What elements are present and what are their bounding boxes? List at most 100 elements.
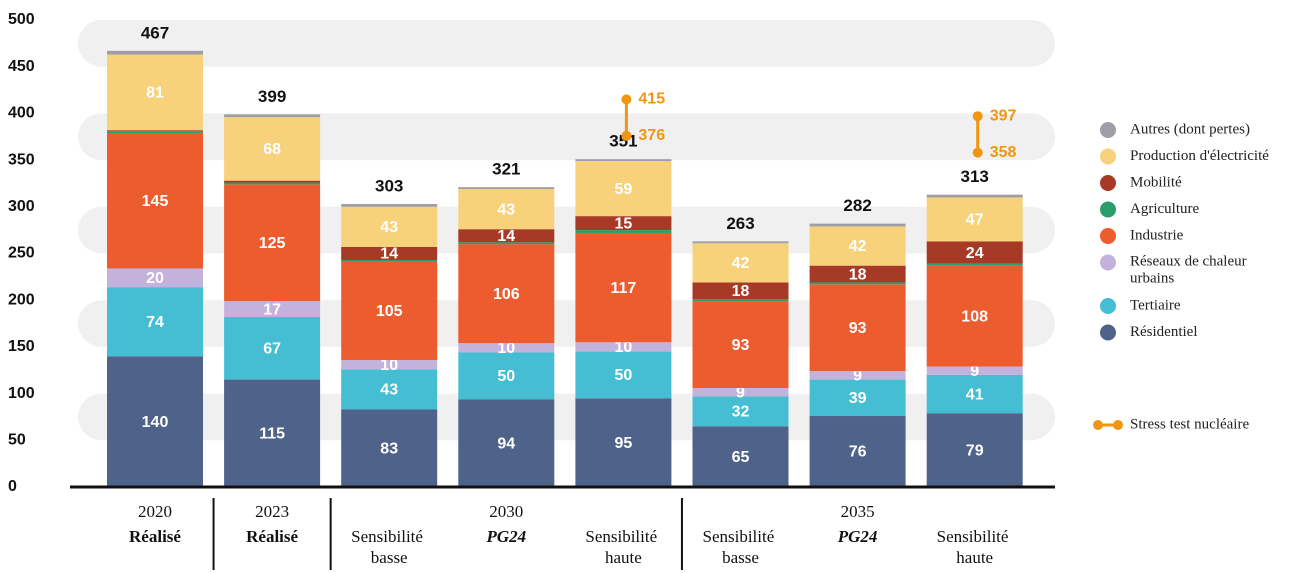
bar-segment xyxy=(224,379,321,487)
segment-label: 42 xyxy=(732,255,750,272)
bar-segment xyxy=(224,117,321,181)
segment-label: 94 xyxy=(497,435,515,452)
segment-label: 24 xyxy=(966,245,984,262)
bar-segment xyxy=(926,265,1023,367)
x-tick-label: Sensibilité basse xyxy=(702,527,778,567)
total-label: 313 xyxy=(961,167,989,186)
total-label: 467 xyxy=(141,23,169,42)
group-label: 2020 xyxy=(138,502,172,521)
bar-segment xyxy=(692,396,789,427)
bar-segment xyxy=(458,343,555,353)
total-label: 263 xyxy=(726,214,754,233)
legend-label: Production d'électricité xyxy=(1130,148,1269,164)
bar-segment xyxy=(224,184,321,302)
bar-segment xyxy=(341,260,438,262)
y-tick-label: 100 xyxy=(8,385,35,402)
segment-label: 108 xyxy=(961,308,988,325)
legend-marker xyxy=(1100,201,1116,218)
y-tick-label: 200 xyxy=(8,291,35,308)
segment-label: 81 xyxy=(146,85,164,102)
segment-label: 76 xyxy=(849,444,867,461)
bar-segment xyxy=(692,299,789,302)
segment-label: 14 xyxy=(380,246,398,263)
segment-label: 10 xyxy=(380,357,398,374)
group-label: 2030 xyxy=(489,502,523,521)
segment-label: 41 xyxy=(966,386,984,403)
segment-label: 117 xyxy=(610,280,636,297)
bar-segment xyxy=(692,241,789,244)
segment-label: 59 xyxy=(615,181,633,198)
segment-label: 14 xyxy=(497,228,515,245)
grid-band xyxy=(78,20,1055,67)
x-tick-label: Réalisé xyxy=(129,527,181,546)
segment-label: 9 xyxy=(736,384,745,401)
y-tick-label: 150 xyxy=(8,338,35,355)
legend-marker xyxy=(1100,324,1116,341)
bar-segment xyxy=(809,223,906,227)
segment-label: 140 xyxy=(142,414,169,431)
stress-low xyxy=(972,147,983,158)
segment-label: 67 xyxy=(263,341,281,358)
bar-segment xyxy=(575,161,672,217)
legend-label: Autres (dont pertes) xyxy=(1130,121,1250,137)
bar-segment xyxy=(341,359,438,370)
legend-stress-dot xyxy=(1113,420,1123,430)
x-tick-label: PG24 xyxy=(485,527,526,546)
bar-segment xyxy=(458,399,555,487)
segment-label: 115 xyxy=(259,426,285,443)
segment-label: 20 xyxy=(146,270,164,287)
bar-segment xyxy=(809,265,906,283)
segment-label: 50 xyxy=(615,367,633,384)
x-tick-label: PG24 xyxy=(837,527,878,546)
x-tick-label: Sensibilité basse xyxy=(351,527,427,567)
bar-segment xyxy=(575,230,672,233)
bar-segment xyxy=(809,379,906,417)
segment-label: 83 xyxy=(380,440,398,457)
x-tick-label: Sensibilité haute xyxy=(585,527,661,567)
bar-segment xyxy=(458,242,555,245)
segment-label: 43 xyxy=(380,382,398,399)
segment-label: 39 xyxy=(849,390,867,407)
stress-high-label: 415 xyxy=(638,91,665,108)
segment-label: 74 xyxy=(146,314,164,331)
bar-segment xyxy=(575,398,672,487)
bar-segment xyxy=(926,241,1023,264)
y-tick-label: 350 xyxy=(8,151,35,168)
stress-high xyxy=(972,111,983,122)
bar-segment xyxy=(341,261,438,360)
segment-label: 68 xyxy=(263,141,281,158)
bar-segment xyxy=(107,287,203,357)
bar-segment xyxy=(224,180,321,183)
segment-label: 15 xyxy=(615,215,633,232)
segment-label: 95 xyxy=(615,435,633,452)
legend-marker xyxy=(1100,254,1116,271)
bar-segment xyxy=(458,187,555,190)
segment-label: 93 xyxy=(732,337,750,354)
stress-low-label: 376 xyxy=(638,127,665,144)
x-tick-label: Réalisé xyxy=(246,527,298,546)
bar-segment xyxy=(575,232,672,343)
bar-segment xyxy=(692,243,789,283)
bar-segment xyxy=(809,371,906,380)
bar-segment xyxy=(107,268,203,288)
bar-segment xyxy=(341,246,438,261)
bar-segment xyxy=(341,369,438,410)
group-label: 2035 xyxy=(841,502,875,521)
legend-marker xyxy=(1100,228,1116,244)
stress-low xyxy=(621,130,632,141)
legend-marker xyxy=(1100,298,1116,314)
legend-label: Stress test nucléaire xyxy=(1130,416,1249,432)
bar-segment xyxy=(575,351,672,399)
bar-segment xyxy=(107,356,203,487)
segment-label: 43 xyxy=(380,219,398,236)
total-label: 303 xyxy=(375,176,403,195)
y-tick-label: 250 xyxy=(8,245,35,262)
stress-low-label: 358 xyxy=(990,144,1017,161)
x-tick-label: Sensibilité haute xyxy=(937,527,1013,567)
legend-stress-dot xyxy=(1093,420,1103,430)
segment-label: 145 xyxy=(142,193,169,210)
segment-label: 9 xyxy=(853,368,862,385)
bar-segment xyxy=(926,197,1023,242)
stress-high xyxy=(621,94,632,105)
